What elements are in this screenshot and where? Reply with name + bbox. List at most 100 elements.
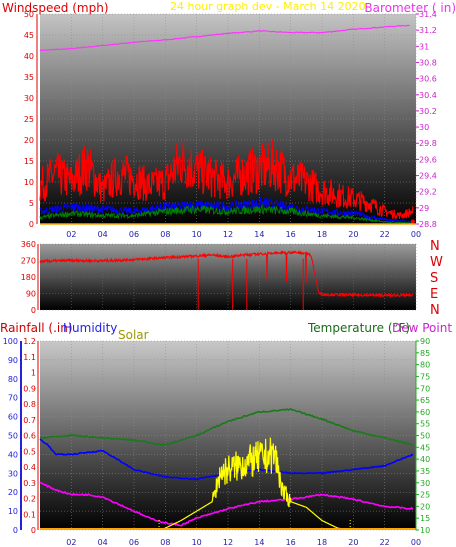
barometer-tick-label: 29 bbox=[419, 204, 429, 213]
rain-tick-label: 0.3 bbox=[23, 479, 36, 488]
wind-series bbox=[39, 24, 415, 224]
gust-wind-line bbox=[39, 139, 414, 221]
barometer-axis-title: Barometer ( in) bbox=[364, 1, 456, 15]
wind-tick-label: 50 bbox=[24, 10, 34, 19]
temp-tick-label: 60 bbox=[420, 408, 430, 417]
direction-tick-label: 90 bbox=[26, 290, 36, 299]
temp-tick-label: 30 bbox=[420, 479, 430, 488]
wind-x-tick-label: 18 bbox=[317, 230, 327, 239]
barometer-line bbox=[39, 24, 410, 52]
rain-tick-label: 0.8 bbox=[23, 400, 36, 409]
rain-tick-label: 0.4 bbox=[23, 463, 36, 472]
barometer-tick-label: 30.2 bbox=[419, 107, 437, 116]
average-wind-line bbox=[39, 196, 414, 223]
wind-x-tick-label: 20 bbox=[348, 230, 358, 239]
wind-x-tick-label: 16 bbox=[286, 230, 296, 239]
barometer-tick-label: 31.2 bbox=[419, 26, 437, 35]
humidity-tick-label: 0 bbox=[13, 526, 18, 535]
wind-tick-label: 15 bbox=[24, 157, 34, 166]
rain-tick-label: 1.1 bbox=[23, 353, 36, 362]
weather-x-tick-label: 20 bbox=[348, 538, 358, 547]
rain-tick-label: 0.5 bbox=[23, 447, 36, 456]
humidity-tick-label: 40 bbox=[8, 450, 18, 459]
wind-tick-label: 5 bbox=[29, 199, 34, 208]
barometer-tick-label: 30.8 bbox=[419, 58, 437, 67]
wind-tick-label: 20 bbox=[24, 136, 34, 145]
wind-tick-label: 25 bbox=[24, 115, 34, 124]
wind-tick-label: 45 bbox=[24, 31, 34, 40]
temp-tick-label: 75 bbox=[420, 372, 430, 381]
temperature-axis-title: Temperature (°F) bbox=[307, 321, 410, 335]
rain-tick-label: 0.7 bbox=[23, 416, 36, 425]
wind-end-marker bbox=[410, 219, 415, 224]
wind-tick-label: 40 bbox=[24, 52, 34, 61]
barometer-tick-label: 29.2 bbox=[419, 188, 437, 197]
direction-series bbox=[39, 249, 414, 310]
weather-x-tick-label: 04 bbox=[98, 538, 108, 547]
temp-tick-label: 20 bbox=[420, 502, 430, 511]
weather-x-tick-label: 06 bbox=[129, 538, 139, 547]
temp-tick-label: 45 bbox=[420, 443, 430, 452]
rain-tick-label: 0 bbox=[31, 526, 36, 535]
barometer-tick-label: 29.8 bbox=[419, 139, 437, 148]
rain-tick-label: 0.1 bbox=[23, 510, 36, 519]
compass-letter: W bbox=[430, 255, 443, 270]
weather-x-tick-label: 18 bbox=[317, 538, 327, 547]
weather-x-tick-label: 16 bbox=[286, 538, 296, 547]
humidity-tick-label: 90 bbox=[8, 356, 18, 365]
humidity-tick-label: 60 bbox=[8, 413, 18, 422]
compass-letter: S bbox=[430, 271, 438, 286]
direction-tick-label: 360 bbox=[21, 240, 36, 249]
humidity-tick-label: 80 bbox=[8, 375, 18, 384]
direction-line bbox=[39, 249, 414, 299]
temp-tick-label: 85 bbox=[420, 349, 430, 358]
humidity-tick-label: 50 bbox=[8, 432, 18, 441]
wind-x-tick-label: 10 bbox=[192, 230, 202, 239]
direction-tick-label: 0 bbox=[31, 306, 36, 315]
wind-axis-title: Windspeed (mph) bbox=[2, 1, 109, 15]
direction-tick-label: 270 bbox=[21, 257, 36, 266]
dew-point-line bbox=[39, 481, 414, 527]
temp-tick-label: 70 bbox=[420, 384, 430, 393]
wind-tick-label: 30 bbox=[24, 94, 34, 103]
humidity-tick-label: 10 bbox=[8, 507, 18, 516]
barometer-tick-label: 30.6 bbox=[419, 75, 437, 84]
solar-axis-title: Solar bbox=[118, 328, 149, 342]
rain-tick-label: 0.2 bbox=[23, 495, 36, 504]
humidity-axis-title: Humidity bbox=[63, 321, 117, 335]
rain-tick-label: 0.9 bbox=[23, 384, 36, 393]
humidity-tick-label: 70 bbox=[8, 394, 18, 403]
rain-tick-label: 1 bbox=[31, 369, 36, 378]
temperature-line bbox=[39, 408, 413, 447]
rain-tick-label: 0.6 bbox=[23, 432, 36, 441]
wind-x-tick-label: 22 bbox=[380, 230, 390, 239]
temp-tick-label: 25 bbox=[420, 491, 430, 500]
temp-tick-label: 90 bbox=[420, 337, 430, 346]
barometer-tick-label: 31.4 bbox=[419, 10, 437, 19]
weather-x-tick-label: 12 bbox=[223, 538, 233, 547]
temp-tick-label: 10 bbox=[420, 526, 430, 535]
direction-grid bbox=[40, 243, 417, 311]
wind-x-tick-label: 00 bbox=[411, 230, 421, 239]
humidity-tick-label: 100 bbox=[3, 337, 18, 346]
wind-tick-label: 35 bbox=[24, 73, 34, 82]
chart-title: 24 hour graph dev - March 14 2020 bbox=[170, 0, 366, 13]
solar-line bbox=[158, 437, 351, 531]
temp-tick-label: 55 bbox=[420, 420, 430, 429]
temp-tick-label: 50 bbox=[420, 432, 430, 441]
humidity-tick-label: 30 bbox=[8, 469, 18, 478]
weather-x-tick-label: 00 bbox=[411, 538, 421, 547]
wind-x-tick-label: 08 bbox=[160, 230, 170, 239]
barometer-tick-label: 28.8 bbox=[419, 220, 437, 229]
wind-tick-label: 10 bbox=[24, 178, 34, 187]
barometer-tick-label: 30 bbox=[419, 123, 429, 132]
temp-tick-label: 65 bbox=[420, 396, 430, 405]
weather-plot-area bbox=[40, 341, 416, 530]
temp-tick-label: 80 bbox=[420, 361, 430, 370]
dewpoint-axis-title: Dew Point (°F) bbox=[392, 321, 456, 335]
weather-x-tick-label: 08 bbox=[160, 538, 170, 547]
weather-x-tick-label: 10 bbox=[192, 538, 202, 547]
compass-letter: N bbox=[430, 239, 440, 254]
rain-tick-label: 1.2 bbox=[23, 337, 36, 346]
